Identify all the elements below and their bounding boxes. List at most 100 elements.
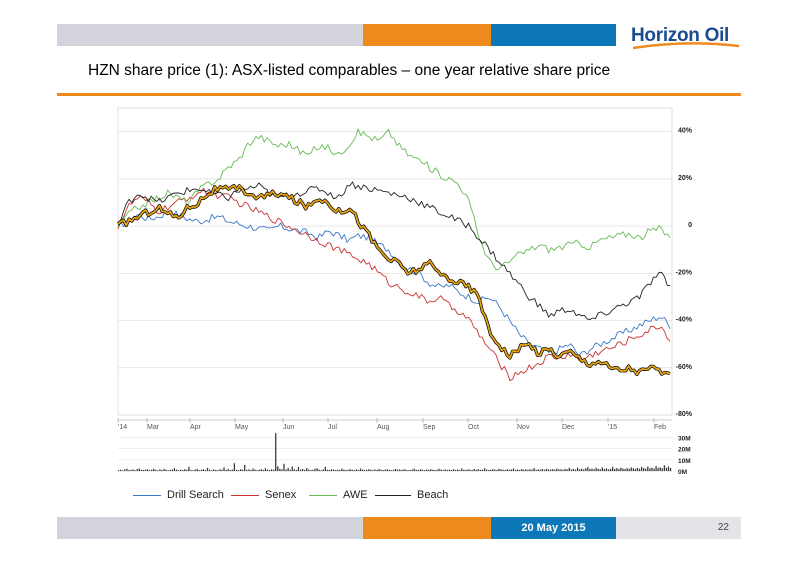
- x-tick-label: Jun: [283, 424, 294, 431]
- header-band-orange: [363, 24, 491, 46]
- volume-bar: [132, 469, 134, 471]
- legend-swatch-awe: [309, 494, 337, 496]
- volume-bar: [330, 469, 333, 471]
- volume-bar: [640, 467, 643, 471]
- volume-bar: [537, 469, 539, 471]
- volume-bar: [492, 469, 494, 471]
- company-logo: Horizon Oil: [631, 22, 741, 52]
- volume-bar: [471, 470, 473, 471]
- volume-bar: [273, 469, 275, 471]
- footer-band-orange: [363, 517, 491, 539]
- volume-bar: [426, 469, 428, 471]
- volume-bar: [572, 468, 575, 471]
- volume-bar: [351, 469, 353, 471]
- volume-bar: [541, 468, 544, 471]
- volume-bar: [609, 468, 612, 471]
- volume-bar: [120, 469, 122, 471]
- volume-bar: [591, 468, 593, 471]
- volume-bar: [202, 469, 204, 471]
- volume-bar: [545, 468, 548, 471]
- volume-bar: [550, 469, 552, 471]
- volume-bar: [194, 469, 196, 471]
- volume-bar: [363, 470, 366, 471]
- volume-bar: [597, 468, 599, 471]
- volume-bar: [186, 469, 188, 471]
- volume-bar: [318, 469, 320, 471]
- volume-bar: [285, 469, 287, 471]
- volume-bar: [413, 468, 415, 471]
- volume-bar: [266, 469, 269, 471]
- volume-bar: [213, 469, 215, 471]
- volume-bar: [231, 469, 233, 471]
- y-tick-label: -20%: [676, 269, 693, 276]
- volume-bar: [508, 469, 510, 471]
- volume-bar: [409, 469, 411, 471]
- volume-bar: [326, 469, 329, 471]
- volume-bar: [136, 468, 138, 471]
- series-line-hzn-outline: [116, 184, 671, 377]
- volume-bar: [490, 469, 492, 471]
- volume-bar: [607, 469, 610, 471]
- volume-bar: [401, 470, 403, 471]
- volume-bar: [605, 468, 608, 471]
- volume-bar: [260, 469, 262, 471]
- volume-bar: [632, 468, 634, 471]
- x-tick-label: Nov: [517, 424, 530, 431]
- legend-label-drill-search: Drill Search: [167, 489, 224, 501]
- volume-bar: [198, 470, 200, 471]
- legend-item-senex: Senex: [231, 489, 296, 501]
- volume-bar: [496, 469, 498, 471]
- volume-bar: [423, 470, 426, 471]
- volume-bar: [130, 469, 132, 471]
- volume-bar: [293, 469, 295, 471]
- volume-bar: [239, 469, 242, 471]
- x-tick-label: Oct: [468, 424, 479, 431]
- volume-bar: [165, 469, 167, 471]
- volume-bar: [529, 469, 531, 471]
- volume-bar: [669, 467, 672, 471]
- volume-bar: [593, 469, 595, 471]
- volume-bar: [219, 469, 221, 471]
- volume-bar: [643, 468, 645, 471]
- volume-bar: [614, 468, 616, 471]
- volume-bar: [624, 468, 626, 471]
- volume-bar: [297, 467, 300, 471]
- volume-bar: [407, 470, 409, 471]
- volume-bar: [337, 469, 339, 471]
- volume-bar: [465, 469, 467, 471]
- volume-bar: [525, 469, 527, 471]
- volume-bar: [566, 469, 568, 471]
- volume-bar: [376, 469, 378, 471]
- volume-bar: [215, 469, 217, 471]
- volume-bar: [562, 469, 564, 471]
- volume-bar: [475, 469, 477, 471]
- volume-bar: [227, 468, 229, 471]
- volume-bar: [328, 470, 331, 471]
- volume-bar: [320, 470, 322, 471]
- volume-bar: [281, 469, 283, 471]
- plot-frame: [117, 107, 673, 416]
- volume-bar: [244, 464, 246, 471]
- series-line-senex: [117, 187, 671, 382]
- volume-bar: [151, 469, 153, 471]
- volume-bar: [122, 470, 124, 471]
- x-tick-label: Sep: [423, 424, 436, 431]
- volume-bar: [374, 469, 376, 471]
- volume-bar: [469, 469, 471, 471]
- x-tick-label: Feb: [654, 424, 666, 431]
- volume-bar: [415, 469, 417, 471]
- volume-bar: [612, 466, 614, 471]
- volume-bar: [221, 469, 223, 471]
- volume-bar: [585, 468, 587, 471]
- volume-bar: [159, 469, 161, 471]
- y-tick-label: 0: [688, 222, 692, 229]
- volume-bar: [477, 469, 479, 471]
- volume-bar: [204, 470, 207, 471]
- volume-panel: 30M 20M 10M 0M: [118, 433, 691, 476]
- volume-bar: [558, 469, 560, 471]
- volume-bar: [190, 469, 192, 471]
- volume-bar: [467, 469, 469, 471]
- y-axis-labels: 40% 20% 0 -20% -40% -60% -80%: [676, 128, 693, 418]
- volume-bar: [531, 469, 533, 471]
- volume-bar: [124, 469, 126, 471]
